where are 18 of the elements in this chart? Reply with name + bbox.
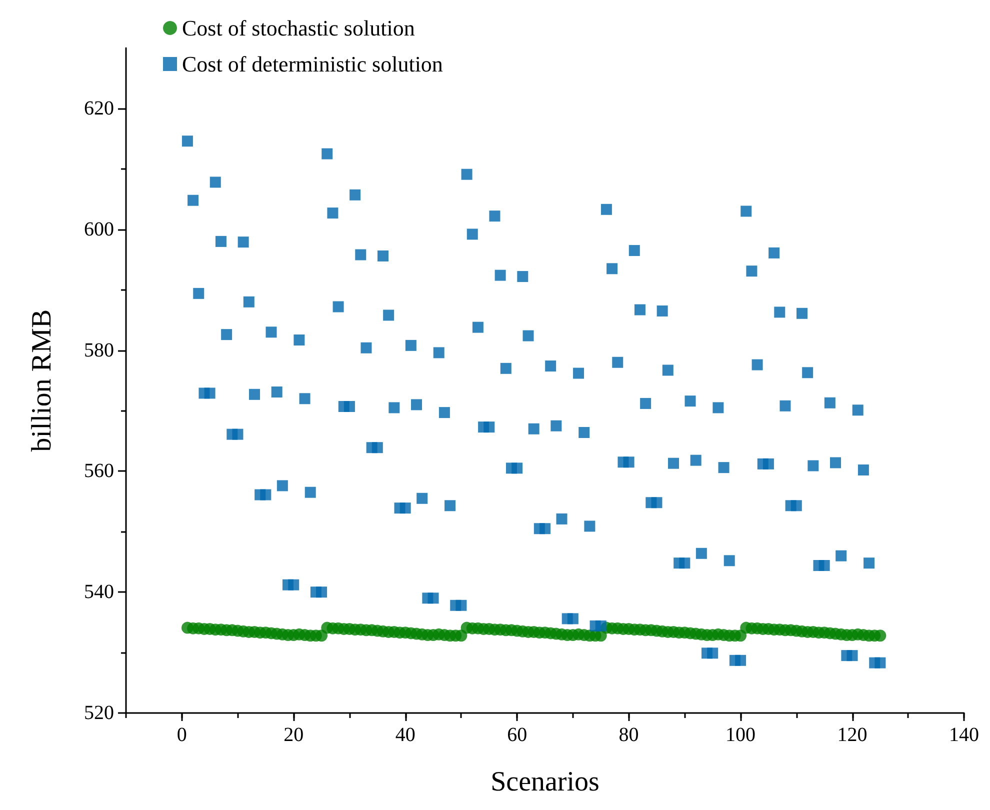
x-tick-label: 100 (726, 724, 756, 746)
x-tick-label: 80 (618, 724, 639, 746)
y-tick-label: 560 (84, 460, 114, 482)
y-axis-title: billion RMB (26, 309, 58, 452)
x-tick-label: 0 (176, 724, 187, 746)
y-tick-label: 580 (84, 339, 114, 362)
x-tick-label: 60 (507, 724, 528, 746)
legend-label: Cost of deterministic solution (182, 52, 443, 76)
y-tick-label: 600 (84, 218, 114, 240)
x-axis-title: Scenarios (490, 766, 600, 798)
x-tick-label: 140 (949, 724, 979, 746)
y-tick-label: 620 (84, 97, 114, 120)
legend-label: Cost of stochastic solution (182, 16, 415, 40)
x-tick-label: 40 (395, 724, 416, 746)
y-tick-label: 540 (84, 581, 114, 604)
x-tick-label: 120 (837, 724, 868, 746)
y-tick-label: 520 (84, 702, 114, 724)
x-tick-label: 20 (284, 724, 304, 746)
